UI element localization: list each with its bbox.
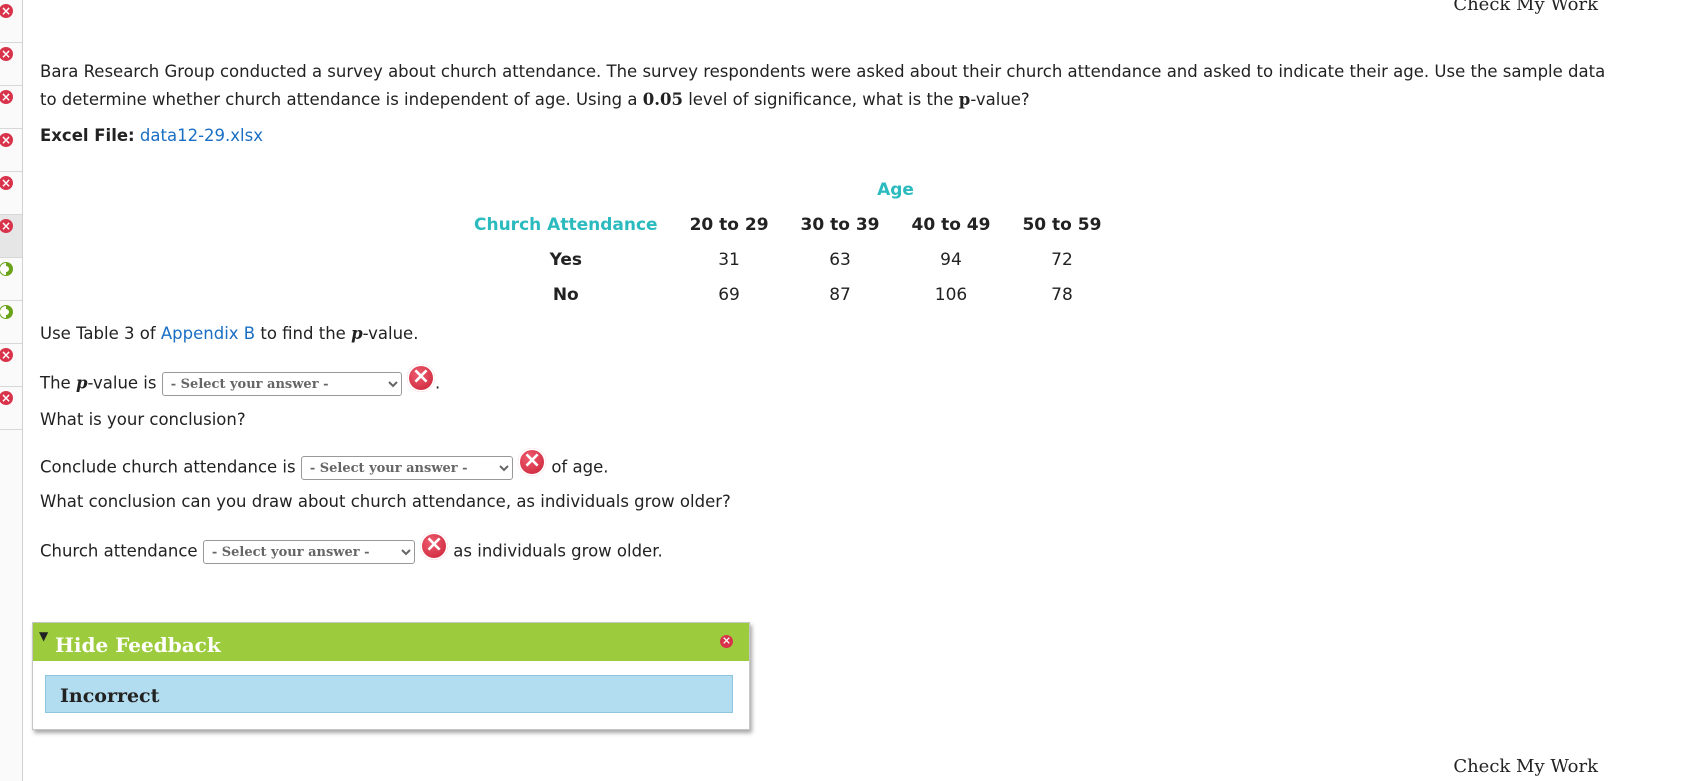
contingency-table: Age Church Attendance 20 to 29 30 to 39 … [458, 172, 1117, 312]
pvalue-select[interactable]: - Select your answer - [161, 372, 402, 396]
church-attendance-header: Church Attendance [474, 214, 658, 235]
excel-file-line: Excel File: data12-29.xlsx [40, 122, 1650, 150]
table-cell: 69 [718, 284, 740, 305]
significance-value: 0.05 [642, 90, 683, 109]
incorrect-icon [0, 348, 13, 362]
question-nav-rail [0, 0, 23, 781]
feedback-result: Incorrect [45, 675, 733, 713]
question-nav-item[interactable] [0, 301, 22, 344]
pvalue-line: The p-value is - Select your answer - ×. [40, 364, 440, 398]
age-conclusion-question: What conclusion can you draw about churc… [40, 492, 731, 511]
incorrect-icon: × [420, 532, 449, 560]
check-my-work-bottom-link[interactable]: Check My Work [1453, 756, 1598, 777]
appendix-b-link[interactable]: Appendix B [160, 324, 256, 343]
column-header: 20 to 29 [689, 214, 769, 235]
excel-file-link[interactable]: data12-29.xlsx [139, 126, 263, 145]
table-cell: 63 [829, 249, 851, 270]
excel-file-label: Excel File: [40, 126, 135, 145]
conclusion-line: Conclude church attendance is - Select y… [40, 448, 608, 482]
incorrect-icon [0, 47, 13, 61]
table-cell: 87 [829, 284, 851, 305]
question-content: Bara Research Group conducted a survey a… [40, 58, 1650, 150]
incorrect-icon: × [407, 364, 435, 392]
question-nav-item[interactable] [0, 0, 22, 43]
question-text-line1: Bara Research Group conducted a survey a… [40, 62, 1606, 81]
feedback-panel: ▼ Hide Feedback × Incorrect [32, 622, 750, 730]
table-cell: 94 [940, 249, 962, 270]
hide-feedback-toggle[interactable]: Hide Feedback [55, 633, 221, 657]
column-header: 50 to 59 [1022, 214, 1102, 235]
incorrect-icon [0, 176, 13, 190]
question-nav-item[interactable] [0, 43, 22, 86]
question-nav-item[interactable] [0, 215, 22, 258]
check-my-work-top-link[interactable]: Check My Work [1453, 0, 1598, 15]
column-header: 40 to 49 [911, 214, 991, 235]
incorrect-icon: × [518, 448, 547, 476]
question-nav-item[interactable] [0, 129, 22, 172]
question-nav-item[interactable] [0, 172, 22, 215]
incorrect-icon [0, 90, 13, 104]
incorrect-icon [0, 219, 13, 233]
age-group-header: Age [877, 179, 914, 200]
row-label: No [552, 284, 579, 305]
incorrect-icon [0, 4, 13, 18]
table-row: Yes 31 63 94 72 [458, 242, 1117, 277]
feedback-header[interactable]: ▼ Hide Feedback × [33, 623, 749, 661]
attendance-line: Church attendance - Select your answer -… [40, 532, 663, 566]
incorrect-icon [0, 391, 13, 405]
use-table-instruction: Use Table 3 of Appendix B to find the p-… [40, 324, 419, 343]
question-nav-item[interactable] [0, 387, 22, 430]
partial-credit-icon [0, 262, 13, 276]
close-icon[interactable]: × [720, 634, 733, 648]
table-row: No 69 87 106 78 [458, 277, 1117, 312]
column-header: 30 to 39 [800, 214, 880, 235]
independence-select[interactable]: - Select your answer - [300, 456, 513, 480]
table-cell: 31 [718, 249, 740, 270]
attendance-trend-select[interactable]: - Select your answer - [202, 540, 415, 564]
question-nav-item[interactable] [0, 258, 22, 301]
table-cell: 78 [1051, 284, 1073, 305]
question-nav-item[interactable] [0, 86, 22, 129]
table-cell: 106 [934, 284, 968, 305]
partial-credit-icon [0, 305, 13, 319]
question-text-line2: to determine whether church attendance i… [40, 90, 1030, 109]
question-nav-item[interactable] [0, 344, 22, 387]
incorrect-icon [0, 133, 13, 147]
table-cell: 72 [1051, 249, 1073, 270]
row-label: Yes [549, 249, 582, 270]
collapse-triangle-icon[interactable]: ▼ [39, 629, 49, 643]
conclusion-question: What is your conclusion? [40, 410, 246, 429]
